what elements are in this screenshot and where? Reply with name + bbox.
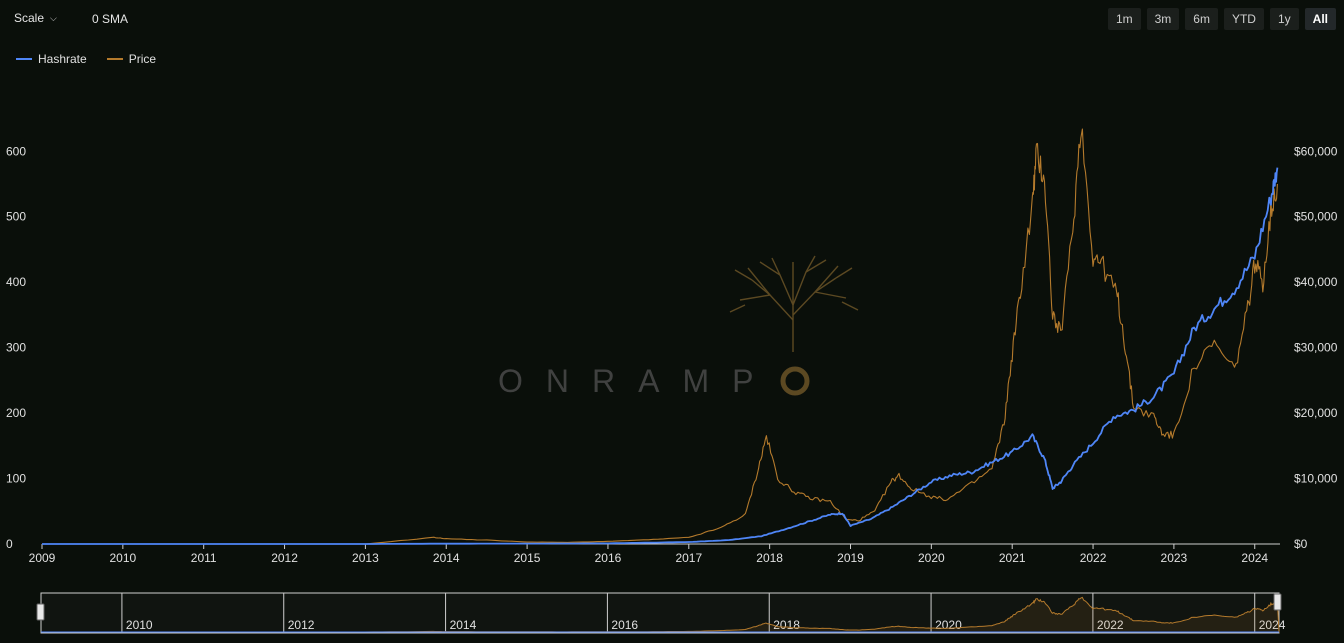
x-tick-label: 2013: [352, 551, 379, 565]
watermark: ONRAMP: [498, 255, 859, 399]
y-left-tick-label: 600: [6, 144, 26, 158]
range-button-1y[interactable]: 1y: [1269, 8, 1299, 30]
y-right-tick-label: $0: [1294, 537, 1308, 551]
navigator-tick-label: 2022: [1097, 618, 1124, 632]
toolbar: Scale ⌵ 0 SMA 1m 3m 6m YTD 1y All: [0, 0, 1344, 40]
watermark-text: ONRAMP: [498, 363, 776, 399]
y-left-tick-label: 0: [6, 537, 13, 551]
y-left-tick-label: 500: [6, 210, 26, 224]
range-button-6m[interactable]: 6m: [1185, 8, 1218, 30]
range-selector: 1m 3m 6m YTD 1y All: [1107, 8, 1336, 30]
chevron-down-icon: ⌵: [50, 12, 57, 23]
tree-logo-icon: [729, 255, 859, 352]
y-right-tick-label: $10,000: [1294, 472, 1338, 486]
navigator-handle-right[interactable]: [1273, 593, 1282, 611]
y-right-tick-label: $30,000: [1294, 341, 1338, 355]
navigator-tick-label: 2018: [773, 618, 800, 632]
series-line-hashrate[interactable]: [42, 167, 1279, 545]
y-right-tick-label: $50,000: [1294, 210, 1338, 224]
navigator[interactable]: 20102012201420162018202020222024: [36, 592, 1286, 634]
x-tick-label: 2019: [837, 551, 864, 565]
y-left-tick-label: 200: [6, 406, 26, 420]
navigator-frame: [40, 592, 1280, 634]
scale-dropdown[interactable]: Scale ⌵: [14, 11, 57, 25]
y-right-tick-label: $20,000: [1294, 406, 1338, 420]
legend-item-hashrate[interactable]: Hashrate: [16, 52, 87, 66]
x-tick-label: 2014: [433, 551, 460, 565]
y-right-tick-label: $40,000: [1294, 275, 1338, 289]
x-tick-label: 2017: [675, 551, 702, 565]
x-tick-label: 2015: [514, 551, 541, 565]
tree-logo-ring-icon: [780, 366, 810, 396]
legend-swatch-price: [106, 58, 123, 60]
x-tick-label: 2009: [29, 551, 56, 565]
y-axis-left: 0 100 200 300 400 500 600: [6, 144, 26, 551]
chart-legend: Hashrate Price: [16, 52, 156, 66]
range-button-all[interactable]: All: [1304, 8, 1336, 30]
legend-item-price[interactable]: Price: [106, 52, 157, 66]
legend-label-hashrate: Hashrate: [38, 52, 87, 66]
scale-label: Scale: [14, 11, 45, 25]
x-tick-label: 2020: [918, 551, 945, 565]
navigator-tick-label: 2012: [288, 618, 315, 632]
legend-label-price: Price: [128, 52, 157, 66]
y-left-tick-label: 400: [6, 275, 26, 289]
x-tick-label: 2023: [1161, 551, 1188, 565]
navigator-tick-label: 2016: [611, 618, 638, 632]
range-button-ytd[interactable]: YTD: [1223, 8, 1264, 30]
y-left-tick-label: 300: [6, 341, 26, 355]
navigator-tick-label: 2010: [126, 618, 153, 632]
x-tick-label: 2016: [595, 551, 622, 565]
range-button-3m[interactable]: 3m: [1146, 8, 1180, 30]
x-tick-label: 2021: [999, 551, 1026, 565]
sma-selector[interactable]: 0 SMA: [92, 12, 129, 26]
x-tick-label: 2012: [271, 551, 298, 565]
series-line-price[interactable]: [42, 128, 1278, 545]
x-tick-label: 2022: [1080, 551, 1107, 565]
x-tick-label: 2011: [191, 551, 217, 565]
x-axis: 2009 2010 2011 2012 2013 2014 2015 2016 2017 2018…: [29, 544, 1268, 565]
y-right-tick-label: $60,000: [1294, 144, 1338, 158]
x-tick-label: 2018: [756, 551, 783, 565]
range-button-1m[interactable]: 1m: [1107, 8, 1141, 30]
navigator-tick-label: 2014: [450, 618, 477, 632]
x-tick-label: 2024: [1241, 551, 1268, 565]
series-layer: [42, 128, 1279, 545]
x-tick-label: 2010: [109, 551, 136, 565]
navigator-series: [41, 596, 1280, 633]
legend-swatch-hashrate: [16, 58, 32, 60]
y-left-tick-label: 100: [6, 472, 26, 486]
y-axis-right: $0 $10,000 $20,000 $30,000 $40,000 $50,000 $60…: [1294, 144, 1338, 551]
navigator-handle-left[interactable]: [36, 603, 45, 621]
